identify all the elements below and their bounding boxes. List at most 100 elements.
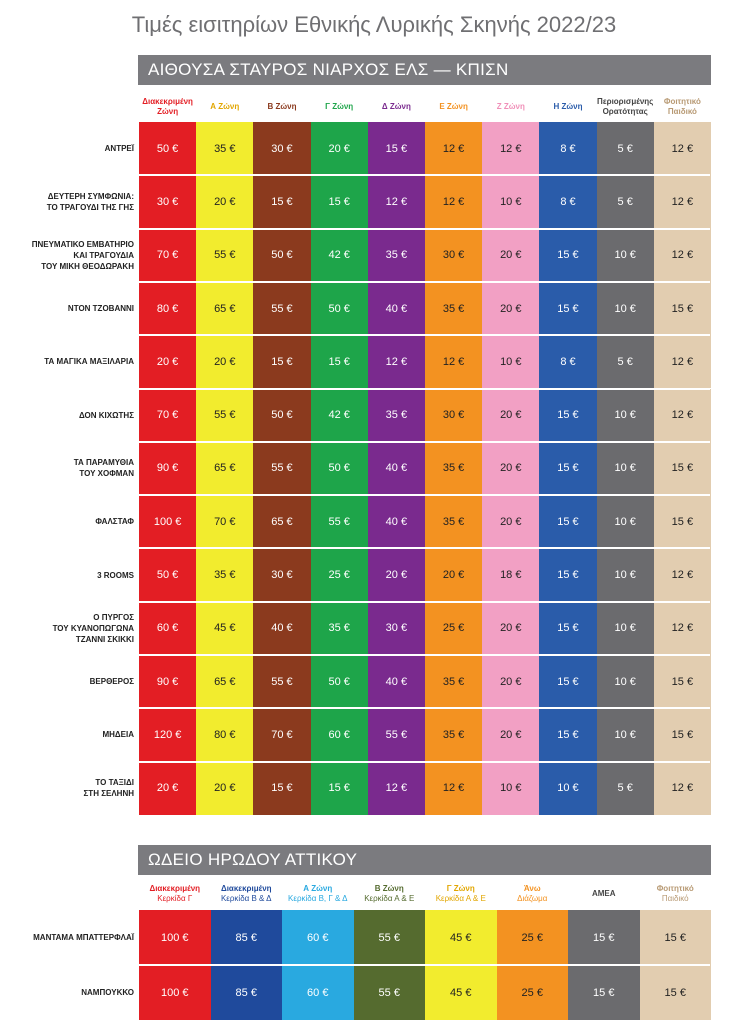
- price-cell: 30 €: [425, 388, 483, 442]
- price-cell: 20 €: [482, 228, 540, 282]
- price-cell: 60 €: [310, 708, 368, 762]
- price-cell: 85 €: [210, 910, 282, 965]
- column-header: ΑΜΕΑ: [568, 879, 640, 909]
- price-cell: 15 €: [310, 175, 368, 229]
- column-header: Β Ζώνη: [253, 92, 310, 122]
- price-cell: 40 €: [367, 281, 425, 336]
- price-cell: 35 €: [367, 228, 425, 282]
- price-cell: 55 €: [253, 281, 311, 336]
- column-header-line: Ζ Ζώνη: [496, 102, 525, 111]
- price-cell: 10 €: [596, 388, 654, 442]
- price-cell: 20 €: [196, 175, 254, 229]
- price-cell: 50 €: [139, 548, 197, 602]
- price-cell: 15 €: [539, 441, 597, 496]
- price-cell: 20 €: [139, 335, 197, 389]
- price-cell: 15 €: [653, 281, 711, 336]
- price-cell: 8 €: [539, 335, 597, 389]
- price-cell: 30 €: [139, 175, 197, 229]
- row-separator: [138, 334, 710, 337]
- price-cell: 12 €: [367, 335, 425, 389]
- column-header: Διακεκριμένη Κερκίδα Β & Δ: [211, 879, 283, 909]
- price-cell: 35 €: [425, 281, 483, 336]
- row-separator: [138, 280, 710, 283]
- price-cell: 50 €: [139, 122, 197, 176]
- column-header-line: ΑΜΕΑ: [591, 889, 616, 898]
- price-cell: 25 €: [425, 601, 483, 655]
- row-label-line: ΑΝΤΡΕΪ: [104, 144, 134, 154]
- price-cell: 45 €: [196, 601, 254, 655]
- price-cell: 60 €: [282, 965, 354, 1020]
- price-cell: 85 €: [210, 965, 282, 1020]
- price-cell: 15 €: [539, 228, 597, 282]
- row-label: ΜΑΝΤΑΜΑ ΜΠΑΤΤΕΡΦΛΑΪ: [0, 910, 134, 965]
- row-label: ΝΑΜΠΟΥΚΚΟ: [0, 965, 134, 1020]
- column-header-line: Β Ζώνη: [374, 884, 404, 893]
- column-header: Φοιτητικό Παιδικό: [654, 92, 711, 122]
- price-cell: 20 €: [482, 441, 540, 496]
- column-header-line: Γ Ζώνη: [325, 102, 354, 111]
- price-cell: 42 €: [310, 388, 368, 442]
- price-cell: 20 €: [310, 122, 368, 176]
- price-cell: 15 €: [653, 495, 711, 549]
- row-label-line: ΠΝΕΥΜΑΤΙΚΟ ΕΜΒΑΤΗΡΙΟ: [31, 239, 134, 249]
- price-cell: 10 €: [596, 708, 654, 762]
- price-cell: 50 €: [253, 228, 311, 282]
- price-cell: 8 €: [539, 122, 597, 176]
- price-cell: 10 €: [596, 281, 654, 336]
- price-cell: 30 €: [425, 228, 483, 282]
- column-header-line: Φοιτητικό: [656, 884, 694, 893]
- price-cell: 20 €: [482, 281, 540, 336]
- price-cell: 10 €: [596, 441, 654, 496]
- column-header: Φοιτητικό Παιδικό: [640, 879, 712, 909]
- price-cell: 12 €: [653, 175, 711, 229]
- price-cell: 5 €: [596, 335, 654, 389]
- price-cell: 10 €: [482, 335, 540, 389]
- price-cell: 10 €: [596, 495, 654, 549]
- price-cell: 15 €: [653, 441, 711, 496]
- column-header: Δ Ζώνη: [368, 92, 425, 122]
- column-header: Περιορισμένης Ορατότητας: [597, 92, 654, 122]
- price-cell: 35 €: [310, 601, 368, 655]
- column-header-line: Η Ζώνη: [553, 102, 583, 111]
- column-header: Α Ζώνη: [196, 92, 253, 122]
- row-separator: [138, 964, 710, 966]
- row-label-line: ΝΑΜΠΟΥΚΚΟ: [81, 988, 134, 997]
- price-cell: 50 €: [310, 441, 368, 496]
- price-cell: 100 €: [139, 495, 197, 549]
- column-header: Διακεκριμένη Ζώνη: [139, 92, 196, 122]
- price-cell: 60 €: [282, 910, 354, 965]
- price-cell: 80 €: [139, 281, 197, 336]
- column-header: Διακεκριμένη Κερκίδα Γ: [139, 879, 211, 909]
- column-header-line: Περιορισμένης: [597, 97, 654, 106]
- price-cell: 20 €: [482, 495, 540, 549]
- column-header-line: Ορατότητας: [602, 107, 648, 116]
- price-cell: 12 €: [653, 761, 711, 815]
- price-cell: 65 €: [196, 281, 254, 336]
- price-cell: 35 €: [367, 388, 425, 442]
- price-cell: 50 €: [253, 388, 311, 442]
- price-cell: 15 €: [539, 708, 597, 762]
- price-cell: 5 €: [596, 122, 654, 176]
- price-cell: 35 €: [425, 441, 483, 496]
- price-cell: 55 €: [253, 655, 311, 709]
- price-cell: 20 €: [196, 335, 254, 389]
- price-cell: 20 €: [196, 761, 254, 815]
- price-cell: 25 €: [496, 910, 568, 965]
- price-cell: 5 €: [596, 175, 654, 229]
- price-cell: 50 €: [310, 281, 368, 336]
- price-cell: 120 €: [139, 708, 197, 762]
- price-cell: 55 €: [353, 965, 425, 1020]
- row-label-line: ΤΟΥ ΜΙΚΗ ΘΕΟΔΩΡΑΚΗ: [41, 261, 134, 271]
- page-title: Τιμές εισιτηρίων Εθνικής Λυρικής Σκηνής …: [131, 12, 617, 37]
- row-label-line: ΜΑΝΤΑΜΑ ΜΠΑΤΤΕΡΦΛΑΪ: [33, 933, 134, 942]
- price-cell: 20 €: [482, 655, 540, 709]
- price-cell: 15 €: [653, 655, 711, 709]
- price-cell: 80 €: [196, 708, 254, 762]
- price-cell: 20 €: [482, 388, 540, 442]
- column-header: Γ Ζώνη Κερκίδα Α & Ε: [425, 879, 497, 909]
- price-cell: 55 €: [310, 495, 368, 549]
- column-header-line: Α Ζώνη: [303, 884, 333, 893]
- price-cell: 15 €: [253, 335, 311, 389]
- price-cell: 55 €: [353, 910, 425, 965]
- row-label: 3 ROOMS: [0, 548, 134, 601]
